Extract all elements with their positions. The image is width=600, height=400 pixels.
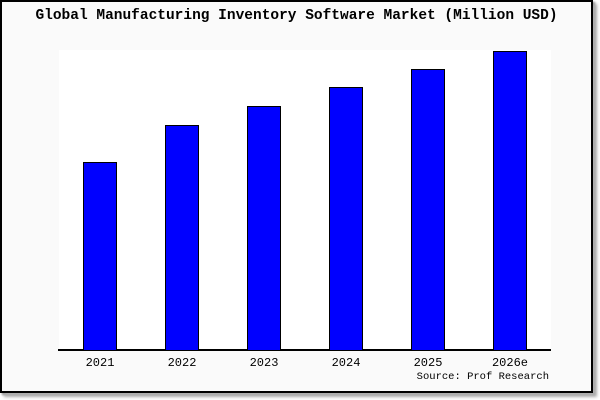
x-axis-line — [58, 349, 551, 351]
source-note: Source: Prof Research — [416, 371, 549, 383]
bar-2024 — [329, 87, 363, 351]
bar-2026e — [493, 51, 527, 351]
x-tick-label-2021: 2021 — [85, 356, 115, 370]
x-tick-label-2026e: 2026e — [491, 356, 528, 370]
plot-area — [59, 50, 551, 351]
bar-2021 — [83, 162, 117, 351]
x-tick-label-2025: 2025 — [413, 356, 443, 370]
x-tick-label-2024: 2024 — [331, 356, 361, 370]
bar-2023 — [247, 106, 281, 351]
chart-title: Global Manufacturing Inventory Software … — [35, 8, 558, 24]
x-tick-label-2023: 2023 — [249, 356, 279, 370]
chart-card: Global Manufacturing Inventory Software … — [0, 0, 593, 393]
bar-2025 — [411, 69, 445, 351]
x-tick-label-2022: 2022 — [167, 356, 197, 370]
bar-2022 — [165, 125, 199, 351]
